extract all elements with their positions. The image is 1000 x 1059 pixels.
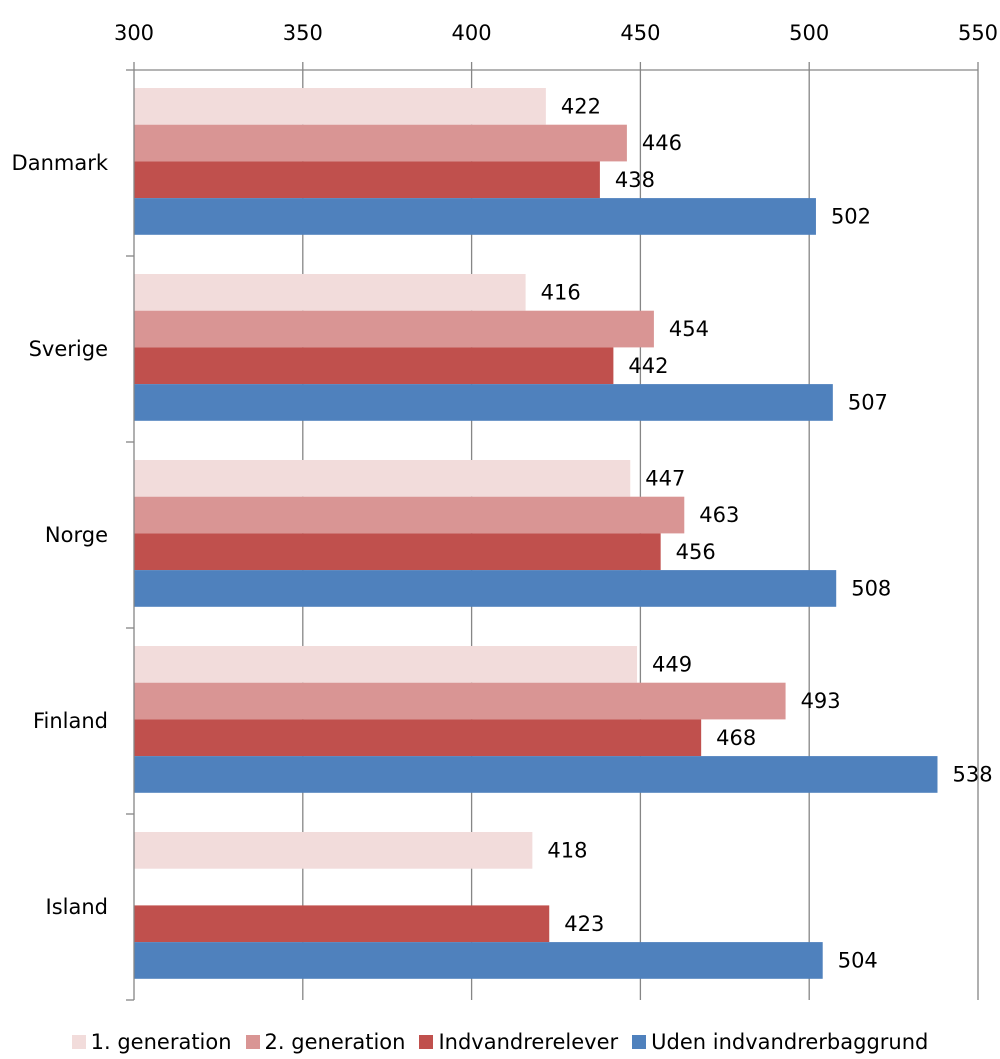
bar (134, 533, 661, 571)
category-label: Island (46, 895, 108, 919)
bar (134, 124, 627, 162)
x-tick-label: 550 (958, 21, 998, 45)
data-label: 507 (848, 390, 888, 414)
bar (134, 161, 600, 199)
data-label: 446 (642, 131, 682, 155)
legend-swatch (419, 1035, 434, 1049)
bar (134, 646, 638, 683)
data-label: 463 (699, 503, 739, 527)
legend-label: 1. generation (90, 1030, 232, 1054)
bar (134, 274, 526, 311)
axes: 300 350 400 450 500 550 Danmark Sverige Norge Fin… (12, 21, 998, 1001)
category-label: Norge (45, 523, 108, 547)
bar (134, 905, 550, 943)
bar (134, 88, 546, 125)
legend-item: Indvandrerelever (419, 1030, 618, 1054)
data-label: 493 (801, 689, 841, 713)
bar (134, 832, 533, 869)
bar (134, 384, 833, 421)
x-tick-label: 350 (283, 21, 323, 45)
data-label: 418 (547, 838, 587, 862)
data-label: 416 (541, 280, 581, 304)
bar (134, 682, 786, 720)
bar (134, 719, 702, 757)
legend-label: Uden indvandrerbaggrund (651, 1030, 929, 1054)
data-label: 508 (851, 576, 891, 600)
data-label: 442 (628, 354, 668, 378)
data-label: 538 (952, 762, 992, 786)
data-label: 447 (645, 466, 685, 490)
data-label: 502 (831, 204, 871, 228)
legend-swatch (632, 1035, 647, 1049)
x-tick-label: 300 (114, 21, 154, 45)
category-label: Sverige (29, 337, 108, 361)
legend-swatch (245, 1035, 260, 1049)
legend-item: 2. generation (245, 1030, 406, 1054)
legend-item: 1. generation (71, 1030, 232, 1054)
x-tick-label: 500 (789, 21, 829, 45)
bar (134, 347, 614, 385)
category-label: Danmark (12, 151, 109, 175)
legend-swatch (71, 1035, 86, 1049)
data-label: 456 (676, 540, 716, 564)
bar (134, 570, 837, 607)
bar (134, 496, 685, 534)
bar (134, 198, 816, 235)
data-label: 454 (669, 317, 709, 341)
bar (134, 460, 631, 497)
data-label: 468 (716, 726, 756, 750)
data-label: 423 (564, 912, 604, 936)
legend-label: 2. generation (264, 1030, 406, 1054)
legend-item: Uden indvandrerbaggrund (632, 1030, 928, 1054)
category-label: Finland (33, 709, 108, 733)
legend: 1. generation 2. generation Indvandrerelev… (0, 1028, 1000, 1056)
x-tick-label: 450 (620, 21, 660, 45)
data-label: 504 (838, 948, 878, 972)
x-tick-label: 400 (452, 21, 492, 45)
data-label: 422 (561, 94, 601, 118)
bar (134, 756, 938, 793)
bar (134, 310, 654, 348)
bar (134, 942, 823, 979)
data-label: 438 (615, 168, 655, 192)
legend-label: Indvandrerelever (438, 1030, 619, 1054)
bars (134, 88, 938, 979)
data-label: 449 (652, 652, 692, 676)
